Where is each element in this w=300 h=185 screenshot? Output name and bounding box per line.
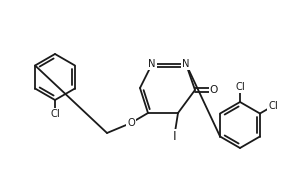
Text: Cl: Cl xyxy=(50,109,60,119)
Text: O: O xyxy=(210,85,218,95)
Text: N: N xyxy=(182,59,190,69)
Text: I: I xyxy=(173,130,177,142)
Text: N: N xyxy=(148,59,156,69)
Text: Cl: Cl xyxy=(235,82,245,92)
Text: Cl: Cl xyxy=(268,101,278,111)
Text: O: O xyxy=(127,118,135,128)
